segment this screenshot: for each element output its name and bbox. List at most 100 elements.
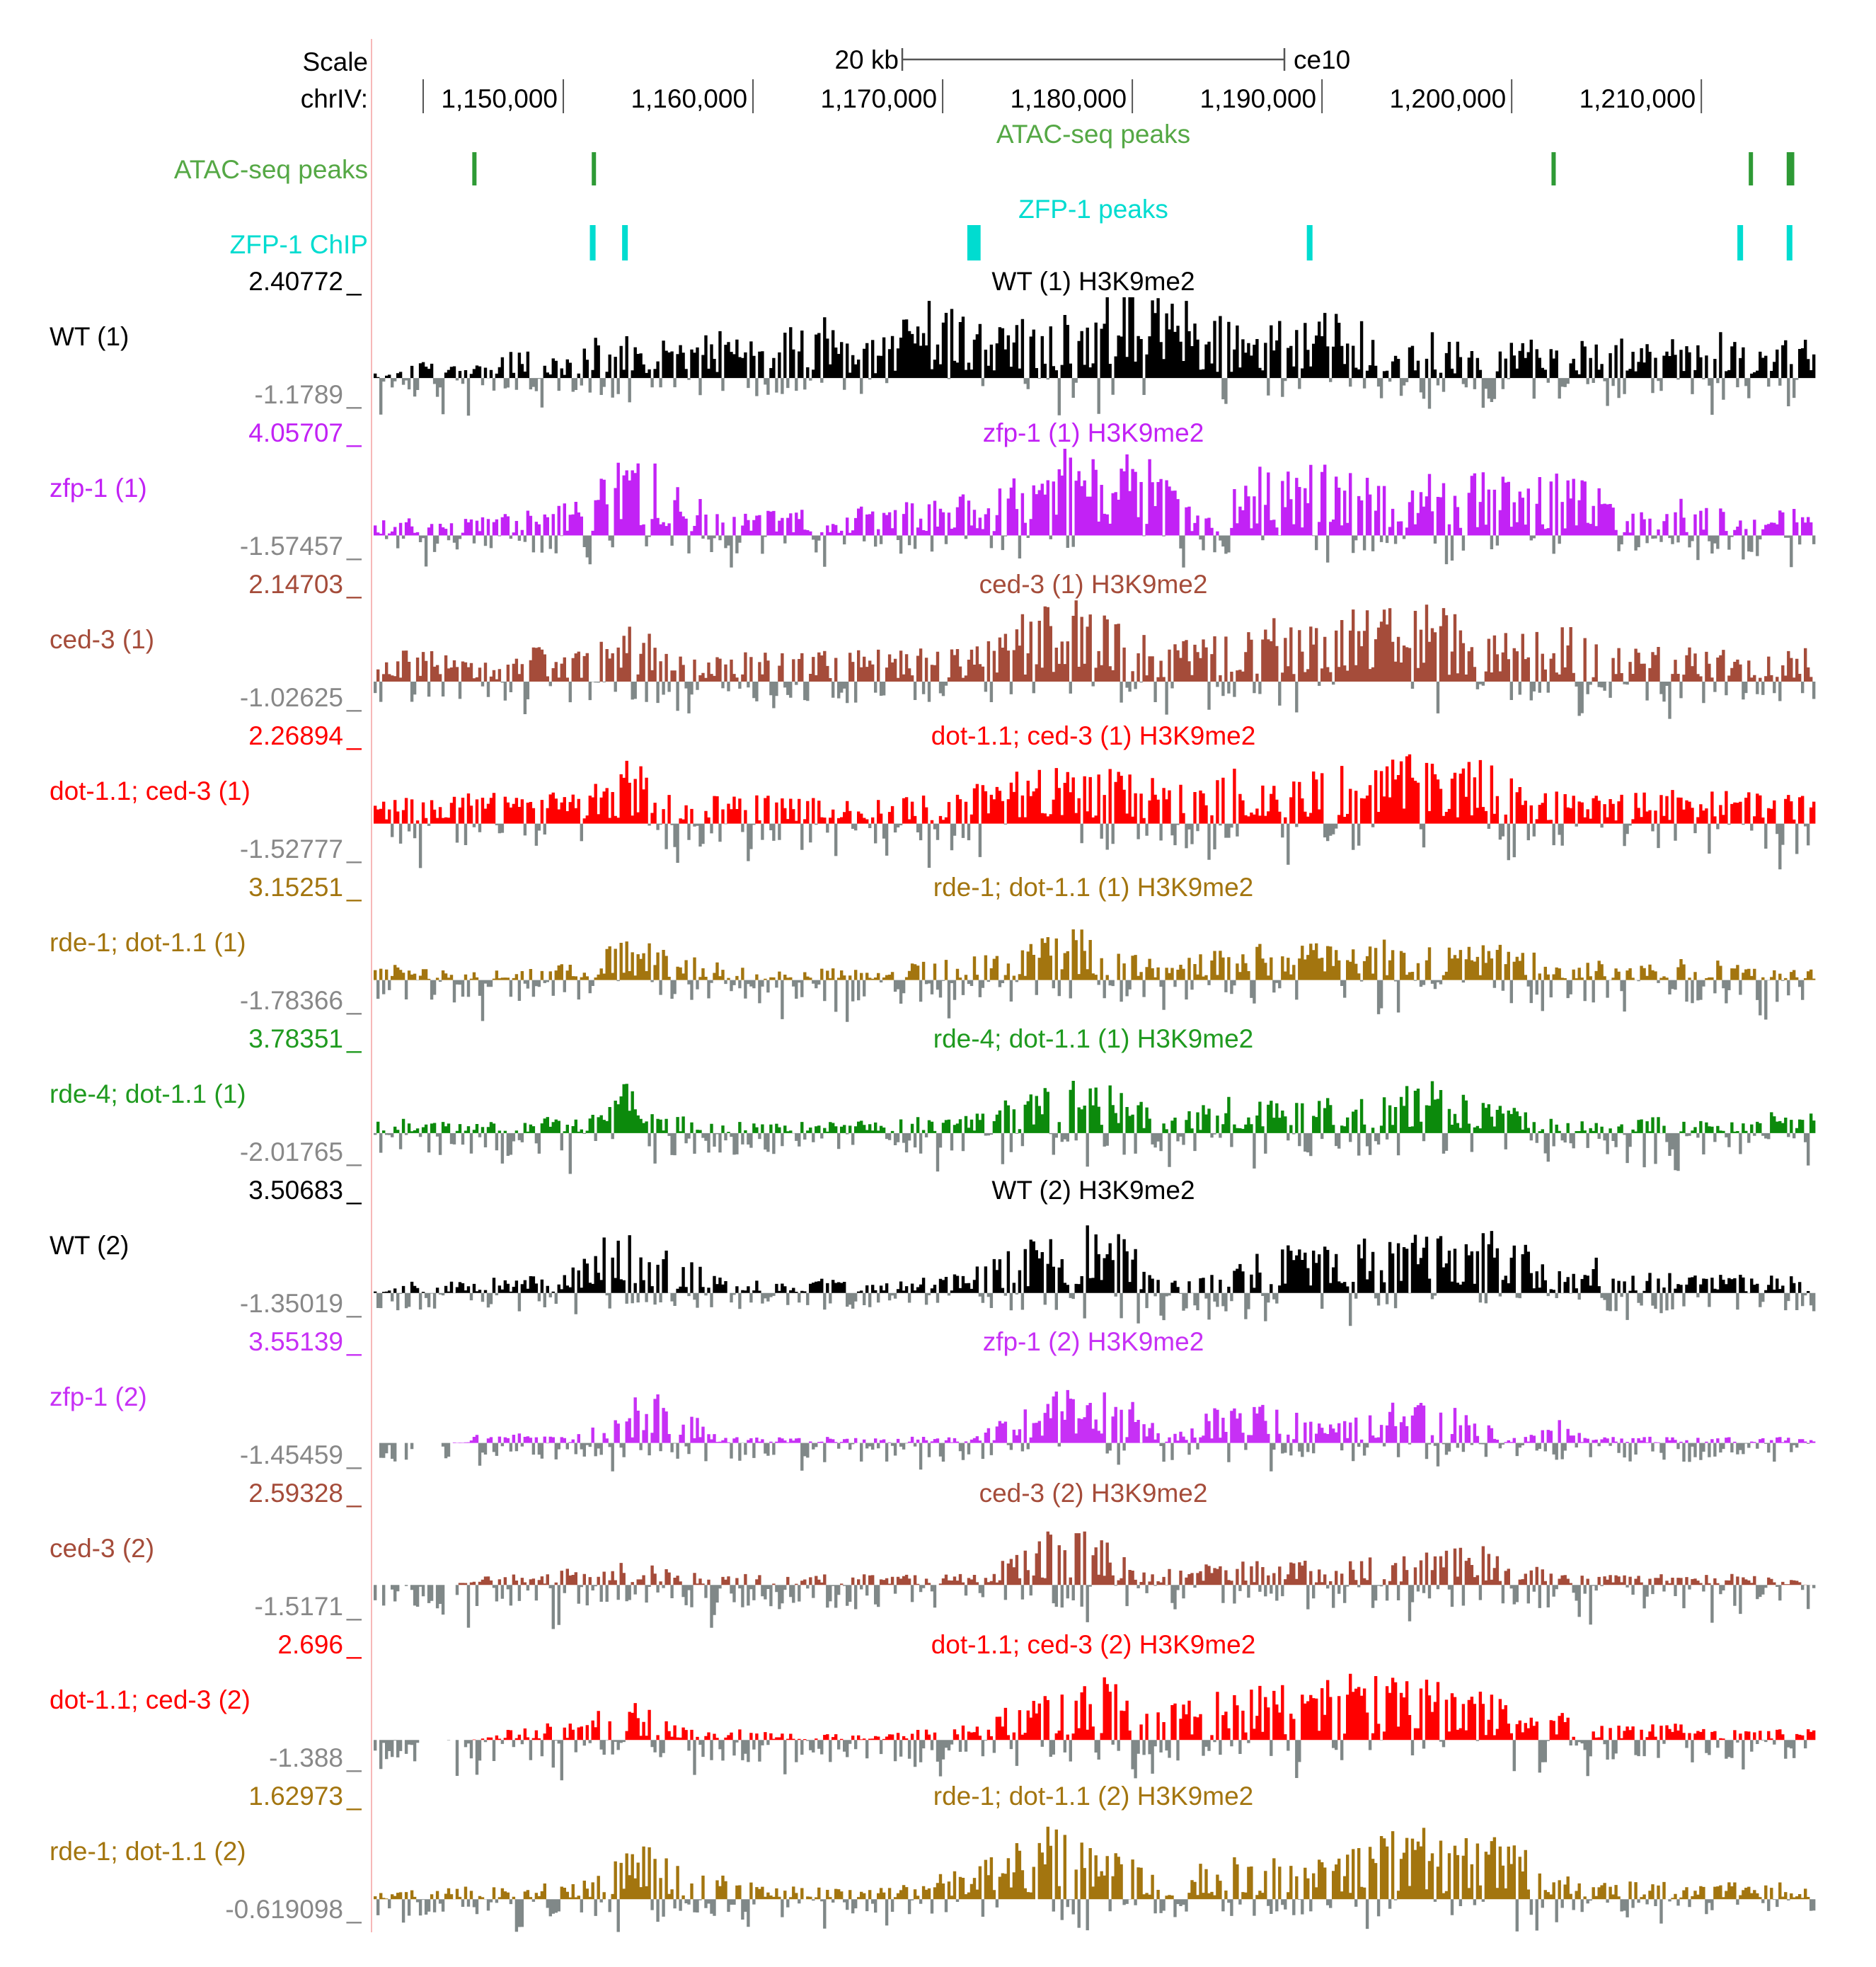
track-min-tick: _: [346, 835, 362, 864]
signal-positive: [374, 297, 1816, 379]
chrom-label: chrIV:: [301, 84, 368, 113]
track-min-tick: _: [346, 1895, 362, 1924]
signal-positive: [376, 600, 1813, 682]
signal-negative: [374, 1132, 1810, 1174]
peak-mark: [589, 225, 596, 260]
track-max-tick: _: [346, 1327, 362, 1356]
signal-plot: [374, 600, 1816, 719]
track-max-label: 4.05707: [248, 418, 343, 447]
track-max-tick: _: [346, 1024, 362, 1053]
track-min-label: -1.388: [269, 1743, 343, 1772]
signal-plot: [374, 449, 1816, 568]
signal-positive: [374, 1389, 1816, 1443]
track-title: zfp-1 (1) H3K9me2: [983, 418, 1204, 447]
track-max-tick: _: [346, 570, 362, 599]
track-title: dot-1.1; ced-3 (2) H3K9me2: [931, 1630, 1256, 1659]
signal-track: rde-1; dot-1.1 (1) H3K9me2 3.15251 _ rde…: [50, 873, 1816, 1022]
atac-track-title: ATAC-seq peaks: [996, 120, 1190, 149]
peak-mark: [967, 225, 981, 260]
ruler-tick-label: 1,210,000: [1579, 84, 1696, 113]
track-max-tick: _: [346, 721, 362, 750]
track-min-tick: _: [346, 1289, 362, 1318]
track-min-label: -1.52777: [240, 835, 343, 864]
signal-negative: [374, 1585, 1816, 1629]
track-max-tick: _: [346, 1630, 362, 1659]
track-min-tick: _: [346, 1592, 362, 1621]
track-max-tick: _: [346, 873, 362, 902]
ruler-tick-label: 1,200,000: [1390, 84, 1507, 113]
signal-track: dot-1.1; ced-3 (2) H3K9me2 2.696 _ dot-1…: [50, 1630, 1816, 1781]
signal-negative: [385, 535, 1816, 568]
track-title: rde-1; dot-1.1 (2) H3K9me2: [933, 1782, 1253, 1811]
signal-track: ced-3 (2) H3K9me2 2.59328 _ ced-3 (2) -1…: [50, 1479, 1816, 1629]
track-label: rde-4; dot-1.1 (1): [50, 1079, 246, 1108]
track-max-label: 2.14703: [248, 570, 343, 599]
track-min-tick: _: [346, 1440, 362, 1469]
track-min-label: -1.5171: [255, 1592, 344, 1621]
track-label: ced-3 (1): [50, 625, 154, 654]
signal-plot: [374, 1531, 1816, 1629]
track-max-tick: _: [346, 1479, 362, 1508]
signal-plot: [374, 1389, 1816, 1472]
track-min-label: -1.35019: [240, 1289, 343, 1318]
track-title: WT (1) H3K9me2: [991, 267, 1195, 296]
signal-positive: [374, 754, 1816, 824]
signal-track: dot-1.1; ced-3 (1) H3K9me2 2.26894 _ dot…: [50, 721, 1816, 870]
track-label: dot-1.1; ced-3 (1): [50, 776, 251, 805]
track-max-label: 3.15251: [248, 873, 343, 902]
track-title: rde-4; dot-1.1 (1) H3K9me2: [933, 1024, 1253, 1053]
atac-peaks-track: ATAC-seq peaks ATAC-seq peaks: [174, 120, 1795, 185]
track-min-tick: _: [346, 1743, 362, 1772]
signal-negative: [376, 1292, 1816, 1326]
signal-positive: [376, 1673, 1816, 1741]
track-max-label: 2.40772: [248, 267, 343, 296]
track-min-tick: _: [346, 532, 362, 561]
peak-mark: [1786, 225, 1792, 260]
track-label: zfp-1 (1): [50, 474, 147, 503]
signal-track: ced-3 (1) H3K9me2 2.14703 _ ced-3 (1) -1…: [50, 570, 1816, 719]
zfp-track-label: ZFP-1 ChIP: [230, 230, 368, 259]
signal-positive: [374, 1826, 1810, 1900]
ruler-tick-label: 1,170,000: [820, 84, 937, 113]
ruler-tick-label: 1,150,000: [441, 84, 558, 113]
track-max-label: 2.696: [277, 1630, 343, 1659]
track-max-label: 1.62973: [248, 1782, 343, 1811]
signal-positive: [374, 1225, 1810, 1293]
peak-mark: [472, 152, 477, 185]
track-label: zfp-1 (2): [50, 1382, 147, 1411]
track-label: WT (1): [50, 322, 129, 351]
track-min-label: -1.45459: [240, 1440, 343, 1469]
track-min-label: -1.02625: [240, 683, 343, 712]
track-min-tick: _: [346, 1137, 362, 1166]
scale-label: Scale: [302, 47, 368, 76]
track-max-label: 3.78351: [248, 1024, 343, 1053]
track-max-label: 3.50683: [248, 1176, 343, 1205]
track-min-label: -2.01765: [240, 1137, 343, 1166]
track-max-tick: _: [346, 418, 362, 447]
signal-track: WT (1) H3K9me2 2.40772 _ WT (1) -1.1789 …: [50, 267, 1816, 416]
signal-plot: [374, 297, 1816, 416]
ruler-tick-label: 1,190,000: [1200, 84, 1317, 113]
track-min-tick: _: [346, 380, 362, 409]
track-max-tick: _: [346, 1782, 362, 1811]
assembly-label: ce10: [1294, 45, 1350, 74]
track-min-tick: _: [346, 683, 362, 712]
signal-track: zfp-1 (2) H3K9me2 3.55139 _ zfp-1 (2) -1…: [50, 1327, 1816, 1472]
ruler-header: Scale 20 kb ce10 chrIV: 1,150,000 1,160,0…: [301, 45, 1703, 113]
signal-negative: [376, 980, 1805, 1022]
track-label: rde-1; dot-1.1 (1): [50, 928, 246, 957]
signal-plot: [374, 1826, 1816, 1932]
peak-mark: [592, 152, 597, 185]
track-max-tick: _: [346, 267, 362, 296]
signal-negative: [379, 378, 1799, 416]
ruler-tick-label: 1,160,000: [631, 84, 747, 113]
track-max-label: 2.26894: [248, 721, 343, 750]
track-title: ced-3 (1) H3K9me2: [979, 570, 1208, 599]
signal-plot: [374, 1673, 1816, 1781]
signal-track: WT (2) H3K9me2 3.50683 _ WT (2) -1.35019…: [50, 1176, 1816, 1326]
signal-positive: [376, 1531, 1813, 1585]
peak-mark: [1749, 152, 1754, 185]
signal-track: rde-4; dot-1.1 (1) H3K9me2 3.78351 _ rde…: [50, 1024, 1816, 1174]
peak-mark: [622, 225, 628, 260]
